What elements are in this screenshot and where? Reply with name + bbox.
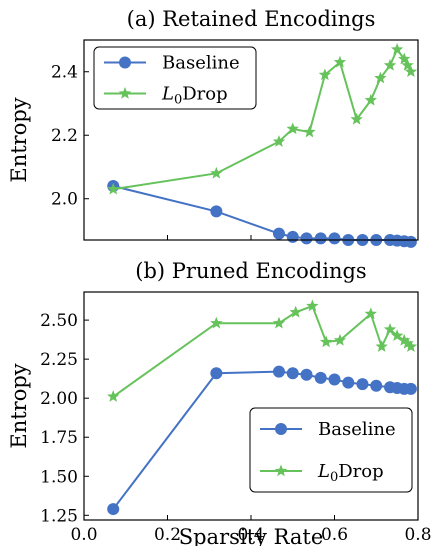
data-point bbox=[383, 58, 397, 71]
data-point bbox=[289, 305, 302, 318]
data-point bbox=[319, 335, 333, 348]
data-point bbox=[314, 232, 327, 245]
data-point bbox=[364, 93, 377, 106]
legend-marker bbox=[274, 464, 288, 477]
series-l0drop bbox=[107, 43, 418, 195]
series-l0drop bbox=[107, 299, 418, 402]
plot-area bbox=[83, 39, 419, 241]
y-tick-label: 2.50 bbox=[40, 311, 78, 331]
data-point bbox=[107, 503, 120, 516]
data-point bbox=[401, 337, 414, 349]
data-point bbox=[328, 232, 341, 245]
data-point bbox=[364, 307, 377, 320]
data-point bbox=[375, 340, 388, 352]
series-line bbox=[112, 185, 411, 243]
y-axis-label: Entropy bbox=[7, 363, 31, 448]
data-point bbox=[333, 333, 347, 346]
y-tick-label: 2.00 bbox=[40, 389, 78, 409]
legend-label: Baseline bbox=[318, 419, 396, 440]
y-tick-label: 1.50 bbox=[40, 467, 78, 487]
y-tick-label: 2.2 bbox=[51, 126, 78, 146]
x-tick-label: 0.0 bbox=[70, 525, 97, 545]
legend-marker bbox=[275, 423, 287, 435]
panel-pruned-encodings: (b) Pruned Encodings Entropy Sparsity Rate… bbox=[7, 259, 432, 546]
x-axis-label: Sparsity Rate bbox=[179, 525, 324, 546]
y-axis-label: Entropy bbox=[7, 97, 31, 182]
legend-marker bbox=[118, 87, 132, 99]
data-point bbox=[398, 333, 411, 346]
data-point bbox=[272, 365, 285, 378]
data-point bbox=[107, 182, 120, 195]
data-point bbox=[286, 367, 299, 380]
data-point bbox=[210, 166, 223, 179]
data-point bbox=[300, 368, 313, 381]
data-point bbox=[314, 371, 327, 384]
chart-title: (b) Pruned Encodings bbox=[135, 259, 366, 283]
panel-retained-encodings: (a) Retained Encodings Entropy 2.0 2.2 2.4 Ba… bbox=[7, 7, 419, 248]
data-point bbox=[272, 227, 285, 240]
y-tick-label: 2.4 bbox=[51, 63, 78, 83]
data-point bbox=[210, 316, 223, 329]
data-point bbox=[328, 373, 341, 386]
data-point bbox=[300, 232, 313, 245]
data-point bbox=[374, 71, 387, 84]
y-tick-label: 2.25 bbox=[40, 350, 78, 370]
data-point bbox=[404, 235, 417, 248]
data-point bbox=[286, 122, 299, 135]
legend: Baseline L0Drop bbox=[249, 407, 413, 493]
data-point bbox=[404, 340, 418, 352]
series-baseline bbox=[107, 180, 417, 248]
y-tick-label: 2.0 bbox=[51, 190, 78, 210]
data-point bbox=[390, 43, 404, 55]
data-point bbox=[356, 378, 369, 391]
data-point bbox=[107, 390, 120, 402]
x-tick-label: 0.8 bbox=[404, 525, 431, 545]
data-point bbox=[306, 299, 319, 312]
chart-title: (a) Retained Encodings bbox=[127, 7, 376, 31]
legend-label: Baseline bbox=[162, 53, 240, 74]
data-point bbox=[401, 58, 414, 71]
plot-area bbox=[83, 291, 419, 521]
data-point bbox=[398, 52, 411, 65]
data-point bbox=[272, 135, 286, 147]
x-tick-label: 0.6 bbox=[321, 525, 348, 545]
legend-marker bbox=[119, 56, 131, 69]
data-point bbox=[383, 322, 397, 335]
data-point bbox=[303, 125, 316, 138]
data-point bbox=[350, 112, 363, 125]
data-point bbox=[318, 68, 332, 81]
x-tick-label: 0.4 bbox=[237, 525, 264, 545]
x-tick-label: 0.2 bbox=[154, 525, 181, 545]
data-point bbox=[333, 55, 347, 68]
series-baseline bbox=[107, 365, 417, 516]
data-point bbox=[370, 379, 383, 392]
legend-label: L0Drop bbox=[161, 84, 228, 108]
y-tick-label: 1.25 bbox=[40, 506, 78, 526]
data-point bbox=[390, 329, 404, 341]
data-point bbox=[210, 205, 223, 218]
data-point bbox=[210, 367, 223, 380]
y-tick-label: 1.75 bbox=[40, 428, 78, 448]
legend-label: L0Drop bbox=[317, 461, 384, 485]
data-point bbox=[272, 316, 286, 329]
data-point bbox=[404, 382, 417, 395]
data-point bbox=[342, 376, 355, 389]
data-point bbox=[404, 65, 418, 77]
legend: Baseline L0Drop bbox=[93, 46, 257, 110]
data-point bbox=[286, 230, 299, 243]
